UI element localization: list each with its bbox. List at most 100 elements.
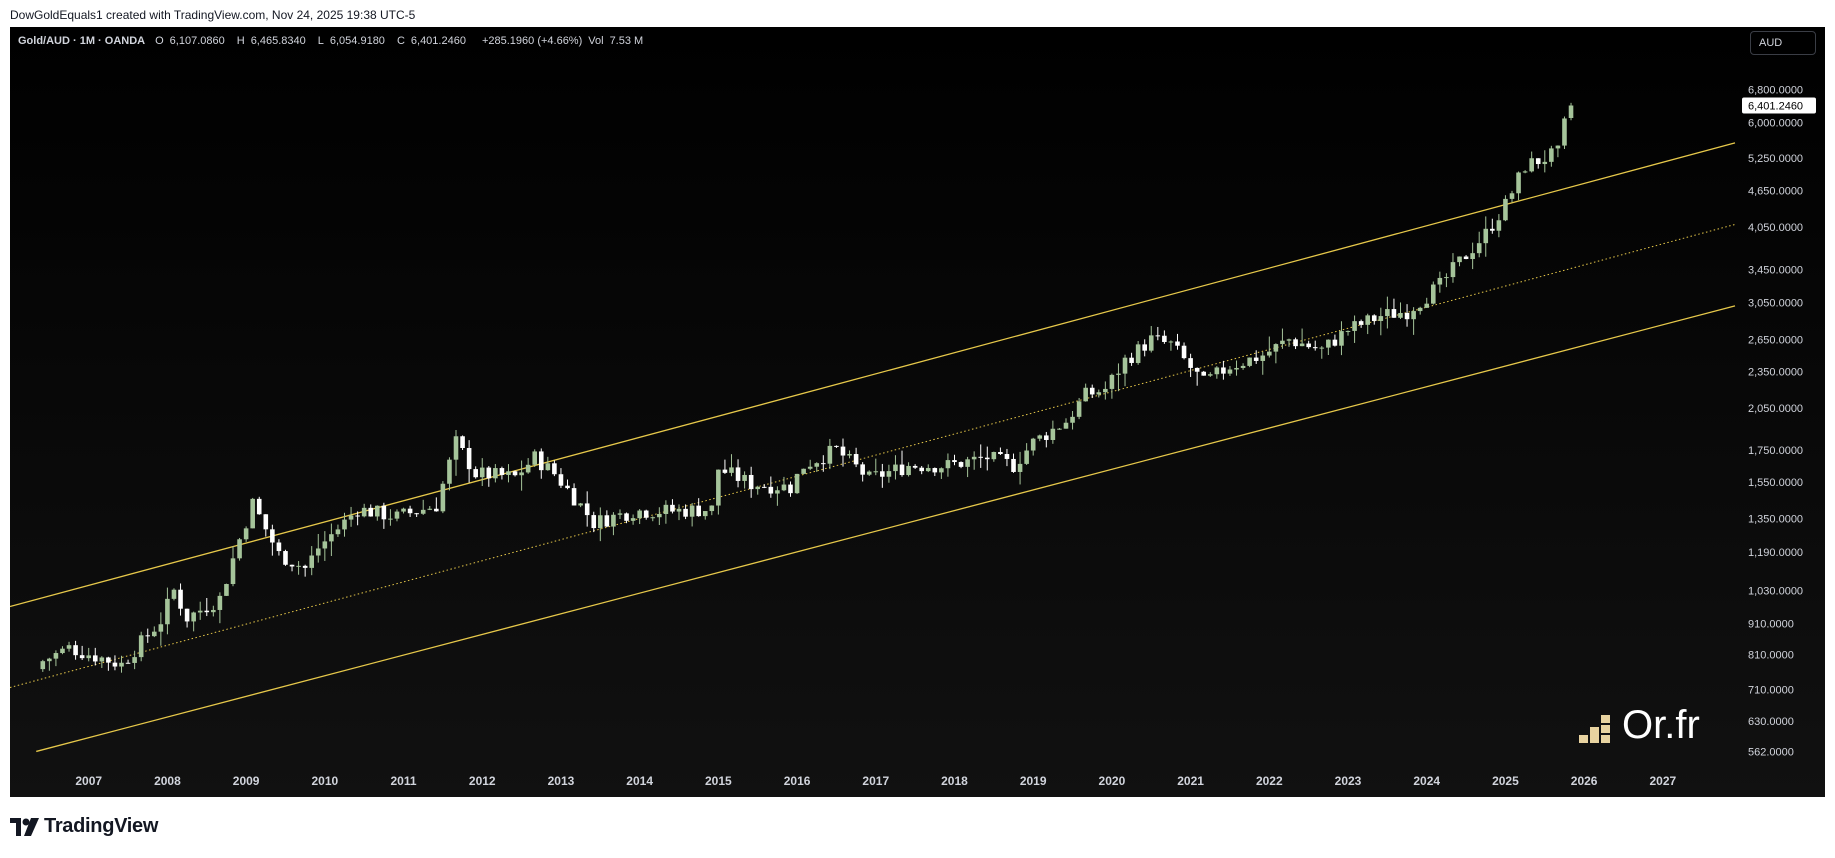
candle-body [611, 514, 616, 527]
candle-body [1562, 118, 1567, 146]
candle-body [755, 486, 761, 490]
candle-body [1326, 339, 1331, 348]
candle-body [939, 468, 944, 473]
ohlc-legend: Gold/AUD · 1M · OANDA O 6,107.0860 H 6,465.8… [18, 35, 655, 47]
candle-body [1260, 355, 1266, 361]
candle-body [1050, 428, 1056, 440]
candle-body [1391, 309, 1397, 318]
last-price-label: 6,401.2460 [1748, 100, 1803, 112]
candle-body [256, 498, 262, 515]
y-tick-label: 1,750.0000 [1748, 445, 1803, 457]
candle-body [807, 466, 813, 469]
candle-body [1155, 335, 1161, 337]
candle-body [394, 511, 400, 519]
candle-body [722, 469, 728, 473]
candle-body [66, 645, 72, 649]
chart-panel[interactable]: 6,800.0000 6,000.0000 5,250.0000 4,650.0000… [10, 27, 1825, 797]
candle-body [912, 465, 918, 468]
candle-body [1450, 262, 1456, 278]
candle-body [1411, 311, 1416, 320]
currency-button[interactable]: AUD [1750, 31, 1816, 55]
candle-body [1286, 339, 1292, 341]
candle-body [243, 528, 249, 540]
candle-body [224, 584, 229, 596]
candle-body [1247, 357, 1252, 366]
x-tick-label: 2026 [1571, 774, 1598, 788]
candle-body [781, 484, 787, 491]
footer-logo[interactable]: TradingView [10, 815, 158, 838]
symbol-label[interactable]: Gold/AUD · 1M · OANDA [18, 35, 146, 47]
y-tick-label: 1,190.0000 [1748, 547, 1803, 559]
candle-body [1063, 422, 1069, 429]
x-tick-label: 2020 [1099, 774, 1126, 788]
candle-body [1109, 374, 1115, 389]
candle-body [689, 505, 695, 517]
candle-body [1188, 358, 1193, 368]
candle-body [1083, 387, 1088, 402]
y-tick-label: 810.0000 [1748, 649, 1794, 661]
candle-body [847, 454, 852, 456]
candle-body [696, 505, 701, 517]
candle-body [361, 507, 367, 517]
x-tick-label: 2027 [1650, 774, 1677, 788]
candle-body [643, 510, 649, 518]
y-tick-label: 562.0000 [1748, 746, 1794, 758]
candle-body [571, 488, 577, 506]
candle-body [650, 517, 656, 519]
candle-body [617, 513, 623, 515]
candle-body [1070, 416, 1075, 423]
candle-body [552, 463, 557, 475]
y-tick-label: 4,650.0000 [1748, 185, 1803, 197]
candle-body [1312, 347, 1318, 349]
candle-body [709, 505, 715, 512]
candle-body [1135, 344, 1141, 363]
candle-body [1122, 357, 1128, 374]
candle-body [899, 464, 905, 476]
candle-body [1044, 435, 1049, 440]
candle-body [748, 474, 754, 490]
candle-body [716, 469, 721, 506]
candle-body [420, 509, 426, 514]
x-tick-label: 2018 [941, 774, 968, 788]
candle-body [1417, 307, 1423, 312]
candle-body [375, 505, 380, 517]
high-value: H 6,465.8340 [236, 35, 306, 47]
candle-body [53, 653, 59, 659]
candle-body [1175, 341, 1180, 346]
channel-lower-line [36, 305, 1736, 753]
candle-body [407, 508, 413, 514]
channel-upper-line [10, 142, 1736, 608]
candle-body [230, 558, 236, 585]
candle-body [355, 515, 360, 517]
x-tick-label: 2011 [391, 774, 417, 788]
orfr-watermark: Or.fr [1578, 705, 1700, 745]
y-tick-label: 1,030.0000 [1748, 586, 1803, 598]
candle-body [414, 513, 419, 515]
candle-body [598, 515, 603, 529]
candlestick-chart[interactable]: 6,800.0000 6,000.0000 5,250.0000 4,650.0000… [10, 27, 1825, 797]
x-tick-label: 2024 [1413, 774, 1440, 788]
candle-body [532, 451, 538, 465]
candle-body [1280, 340, 1285, 345]
candle-body [702, 511, 708, 517]
candle-body [1017, 463, 1023, 472]
candle-body [1103, 388, 1108, 393]
candle-body [1568, 105, 1574, 118]
candle-body [1273, 344, 1279, 352]
candle-body [1037, 435, 1043, 439]
change-value: +285.1960 (+4.66%) [481, 35, 583, 47]
candle-body [86, 655, 92, 659]
candle-body [952, 460, 957, 463]
candle-body [92, 655, 98, 662]
candle-body [519, 472, 524, 476]
candle-body [1168, 341, 1174, 343]
candle-body [1267, 351, 1272, 356]
candle-body [814, 463, 820, 467]
y-tick-label: 630.0000 [1748, 716, 1794, 728]
candle-body [138, 635, 144, 658]
candle-body [119, 662, 124, 667]
candle-body [1483, 228, 1489, 244]
candle-body [289, 564, 295, 567]
candle-body [1214, 367, 1220, 375]
volume-value: Vol 7.53 M [588, 35, 644, 47]
